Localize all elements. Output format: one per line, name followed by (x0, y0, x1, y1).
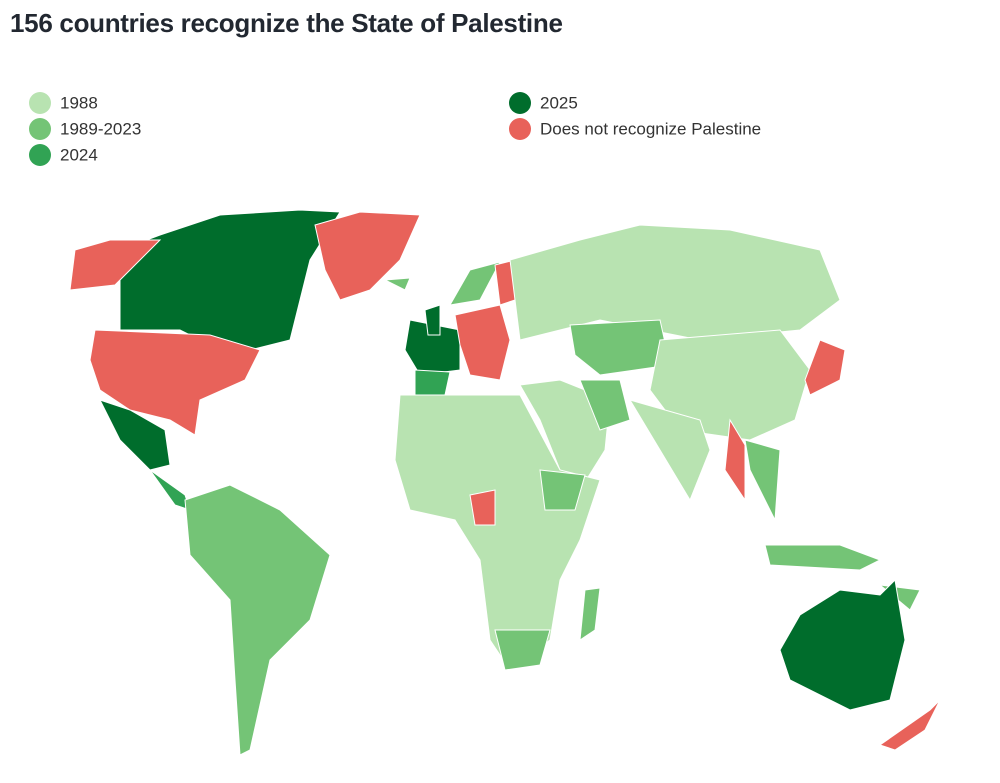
region (99, 399, 171, 471)
region (509, 224, 841, 341)
region (449, 261, 501, 306)
region (724, 418, 746, 502)
world-map (69, 209, 941, 756)
legend-swatch (509, 118, 531, 140)
legend-label: 2024 (60, 145, 98, 164)
legend-label: 1988 (60, 93, 98, 112)
legend-label: 1989-2023 (60, 119, 141, 138)
region (119, 209, 341, 351)
region (878, 699, 941, 751)
region (424, 304, 441, 336)
legend-swatch (29, 144, 51, 166)
region (454, 304, 511, 381)
legend: 1988 1989-2023 2024 2025 Does not recognize … (29, 92, 761, 166)
legend-swatch (29, 118, 51, 140)
legend-label: Does not recognize Palestine (540, 119, 761, 138)
region (539, 469, 586, 511)
region (579, 379, 631, 431)
region (804, 339, 846, 396)
region (69, 239, 162, 291)
region (779, 578, 906, 711)
region (383, 277, 411, 291)
region (519, 379, 611, 491)
legend-label: 2025 (540, 93, 578, 112)
region (628, 399, 711, 502)
region (494, 629, 551, 671)
region (579, 587, 601, 642)
region (744, 439, 781, 522)
region (89, 329, 261, 436)
region (649, 329, 811, 441)
legend-swatch (29, 92, 51, 114)
region (469, 489, 496, 526)
region (764, 544, 882, 571)
region (314, 211, 421, 301)
legend-swatch (509, 92, 531, 114)
region (149, 469, 191, 511)
region (569, 319, 671, 376)
region (414, 369, 451, 396)
title: 156 countries recognize the State of Pal… (10, 8, 563, 38)
region (184, 484, 331, 756)
